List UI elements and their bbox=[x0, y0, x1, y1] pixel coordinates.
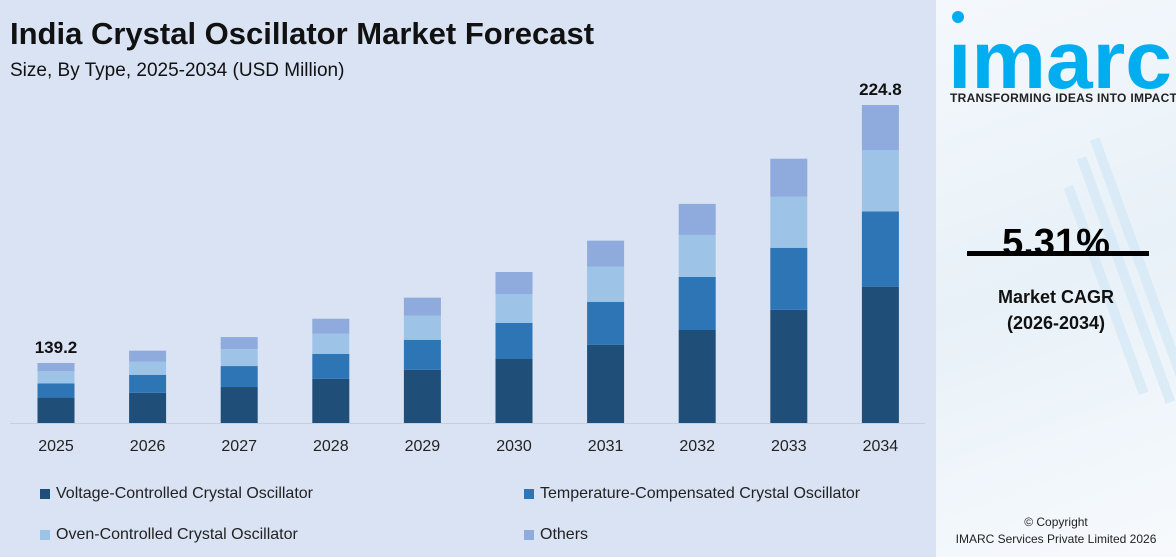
divider bbox=[967, 251, 1149, 256]
bar-segment-2028 bbox=[312, 378, 350, 423]
bar-segment-2026 bbox=[129, 361, 167, 375]
bar-segment-2029 bbox=[403, 315, 441, 340]
legend-swatch bbox=[40, 530, 50, 540]
legend-label: Voltage-Controlled Crystal Oscillator bbox=[56, 485, 313, 502]
bar-segment-2030 bbox=[495, 322, 533, 360]
legend-item-ocxo: Oven-Controlled Crystal Oscillator bbox=[40, 526, 298, 544]
bar-segment-2030 bbox=[495, 359, 533, 423]
bar-segment-2031 bbox=[587, 344, 625, 423]
x-tick-label: 2034 bbox=[863, 438, 899, 455]
imarc-logo: ımarc bbox=[948, 11, 1172, 92]
bar-segment-2028 bbox=[312, 353, 350, 379]
bar-segment-2026 bbox=[129, 350, 167, 362]
bar-segment-2028 bbox=[312, 318, 350, 334]
bar-segment-2034 bbox=[861, 150, 899, 212]
bar-segment-2032 bbox=[678, 203, 716, 235]
x-tick-label: 2030 bbox=[496, 438, 532, 455]
bar-segment-2030 bbox=[495, 272, 533, 295]
x-tick-label: 2029 bbox=[405, 438, 441, 455]
bar-segment-2029 bbox=[403, 297, 441, 316]
bar-segment-2027 bbox=[220, 337, 258, 350]
cagr-label-text: Market CAGR bbox=[997, 287, 1115, 307]
legend-item-others: Others bbox=[524, 526, 588, 544]
bar-segment-2032 bbox=[678, 329, 716, 423]
cagr-period: (2026-2034) bbox=[1006, 313, 1106, 333]
x-tick-label: 2025 bbox=[38, 438, 74, 455]
legend-label: Others bbox=[540, 526, 589, 543]
data-label: 224.8 bbox=[859, 80, 902, 99]
bar-segment-2026 bbox=[129, 392, 167, 423]
x-tick-label: 2028 bbox=[313, 438, 349, 455]
copyright-line: © Copyright bbox=[1024, 515, 1088, 529]
x-tick-label: 2032 bbox=[679, 438, 715, 455]
bar-segment-2032 bbox=[678, 276, 716, 330]
bar-segment-2025 bbox=[37, 371, 75, 384]
bar-segment-2034 bbox=[861, 211, 899, 287]
stacked-bar-chart: 2025 139.2 2026 2027 2028 2029 2030 2031 2032 203… bbox=[10, 80, 925, 455]
bar-segment-2033 bbox=[770, 158, 808, 197]
bar-segment-2027 bbox=[220, 349, 258, 367]
bar-segment-2028 bbox=[312, 333, 350, 354]
logo-tagline: TRANSFORMING IDEAS INTO IMPACT bbox=[950, 91, 1176, 105]
legend-label: Oven-Controlled Crystal Oscillator bbox=[56, 526, 298, 543]
bar-segment-2033 bbox=[770, 247, 808, 310]
bar-segment-2025 bbox=[37, 363, 75, 372]
cagr-label: Market CAGR (2026-2034) bbox=[936, 284, 1176, 336]
bar-segment-2033 bbox=[770, 196, 808, 248]
cagr-value: 5.31% bbox=[1002, 222, 1110, 264]
legend-swatch bbox=[524, 530, 534, 540]
bar-segment-2033 bbox=[770, 309, 808, 423]
chart-title: India Crystal Oscillator Market Forecast bbox=[10, 16, 595, 51]
bar-segment-2027 bbox=[220, 387, 258, 423]
side-panel: ımarc TRANSFORMING IDEAS INTO IMPACT 5.3… bbox=[936, 0, 1176, 557]
legend-item-tcxo: Temperature-Compensated Crystal Oscillat… bbox=[524, 485, 860, 503]
legend-item-vcxo: Voltage-Controlled Crystal Oscillator bbox=[40, 485, 313, 503]
bar-segment-2027 bbox=[220, 366, 258, 388]
bar-segment-2026 bbox=[129, 374, 167, 393]
bar-segment-2029 bbox=[403, 339, 441, 370]
data-label: 139.2 bbox=[35, 338, 78, 357]
bar-segment-2025 bbox=[37, 383, 75, 398]
bar-segment-2031 bbox=[587, 266, 625, 302]
bar-segment-2031 bbox=[587, 240, 625, 267]
bar-segment-2034 bbox=[861, 286, 899, 423]
copyright: © Copyright IMARC Services Private Limit… bbox=[936, 514, 1176, 548]
legend-label: Temperature-Compensated Crystal Oscillat… bbox=[540, 485, 861, 502]
bar-segment-2029 bbox=[403, 369, 441, 423]
svg-text:ımarc: ımarc bbox=[948, 15, 1172, 92]
legend-swatch bbox=[524, 489, 534, 499]
bar-segment-2031 bbox=[587, 301, 625, 345]
x-tick-label: 2027 bbox=[221, 438, 257, 455]
bar-segment-2025 bbox=[37, 397, 75, 423]
x-tick-label: 2026 bbox=[130, 438, 166, 455]
bar-segment-2030 bbox=[495, 294, 533, 323]
bar-segment-2034 bbox=[861, 105, 899, 151]
legend-swatch bbox=[40, 489, 50, 499]
x-tick-label: 2031 bbox=[588, 438, 624, 455]
x-tick-label: 2033 bbox=[771, 438, 807, 455]
chart-subtitle: Size, By Type, 2025-2034 (USD Million) bbox=[10, 60, 345, 81]
bar-segment-2032 bbox=[678, 234, 716, 277]
copyright-owner: IMARC Services Private Limited 2026 bbox=[955, 532, 1157, 546]
